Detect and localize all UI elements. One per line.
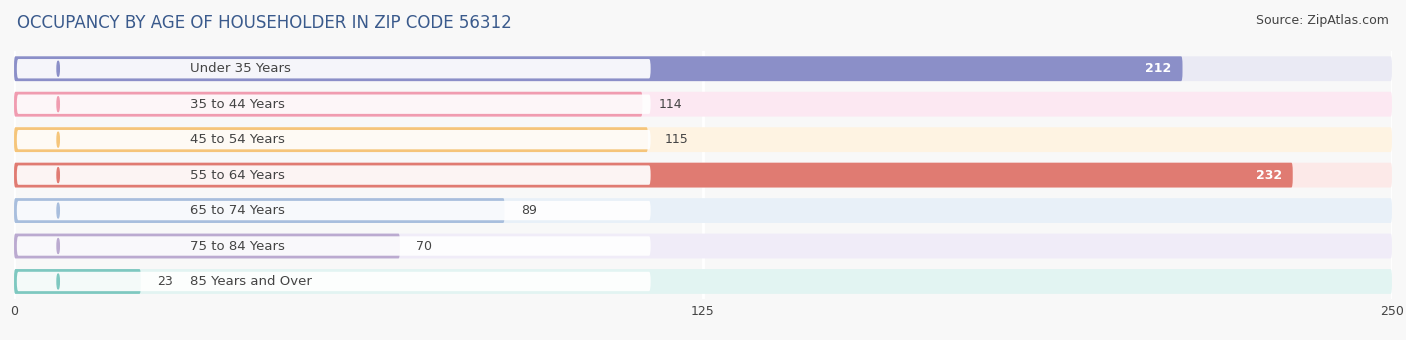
FancyBboxPatch shape [14,269,1392,294]
FancyBboxPatch shape [17,201,651,220]
FancyBboxPatch shape [14,163,1392,188]
FancyBboxPatch shape [17,130,651,149]
FancyBboxPatch shape [14,92,1392,117]
FancyBboxPatch shape [14,127,648,152]
Text: 55 to 64 Years: 55 to 64 Years [190,169,285,182]
Text: 85 Years and Over: 85 Years and Over [190,275,312,288]
Text: 65 to 74 Years: 65 to 74 Years [190,204,285,217]
Text: 114: 114 [659,98,682,111]
FancyBboxPatch shape [14,198,1392,223]
Text: 212: 212 [1146,62,1171,75]
Text: 70: 70 [416,239,433,253]
Text: 35 to 44 Years: 35 to 44 Years [190,98,285,111]
FancyBboxPatch shape [14,163,1292,188]
FancyBboxPatch shape [14,92,643,117]
FancyBboxPatch shape [14,127,1392,152]
FancyBboxPatch shape [17,166,651,185]
Text: 89: 89 [522,204,537,217]
Circle shape [58,239,59,253]
FancyBboxPatch shape [14,234,1392,258]
Circle shape [58,97,59,112]
FancyBboxPatch shape [14,269,141,294]
FancyBboxPatch shape [17,95,651,114]
Circle shape [58,274,59,289]
Text: 232: 232 [1256,169,1282,182]
Circle shape [58,132,59,147]
Text: 23: 23 [157,275,173,288]
Circle shape [58,168,59,183]
FancyBboxPatch shape [14,198,505,223]
Text: Source: ZipAtlas.com: Source: ZipAtlas.com [1256,14,1389,27]
FancyBboxPatch shape [14,56,1392,81]
FancyBboxPatch shape [17,272,651,291]
Text: 115: 115 [665,133,688,146]
Text: OCCUPANCY BY AGE OF HOUSEHOLDER IN ZIP CODE 56312: OCCUPANCY BY AGE OF HOUSEHOLDER IN ZIP C… [17,14,512,32]
FancyBboxPatch shape [14,234,399,258]
Text: Under 35 Years: Under 35 Years [190,62,291,75]
FancyBboxPatch shape [17,236,651,256]
Text: 45 to 54 Years: 45 to 54 Years [190,133,285,146]
FancyBboxPatch shape [17,59,651,79]
Circle shape [58,61,59,76]
Text: 75 to 84 Years: 75 to 84 Years [190,239,285,253]
Circle shape [58,203,59,218]
FancyBboxPatch shape [14,56,1182,81]
